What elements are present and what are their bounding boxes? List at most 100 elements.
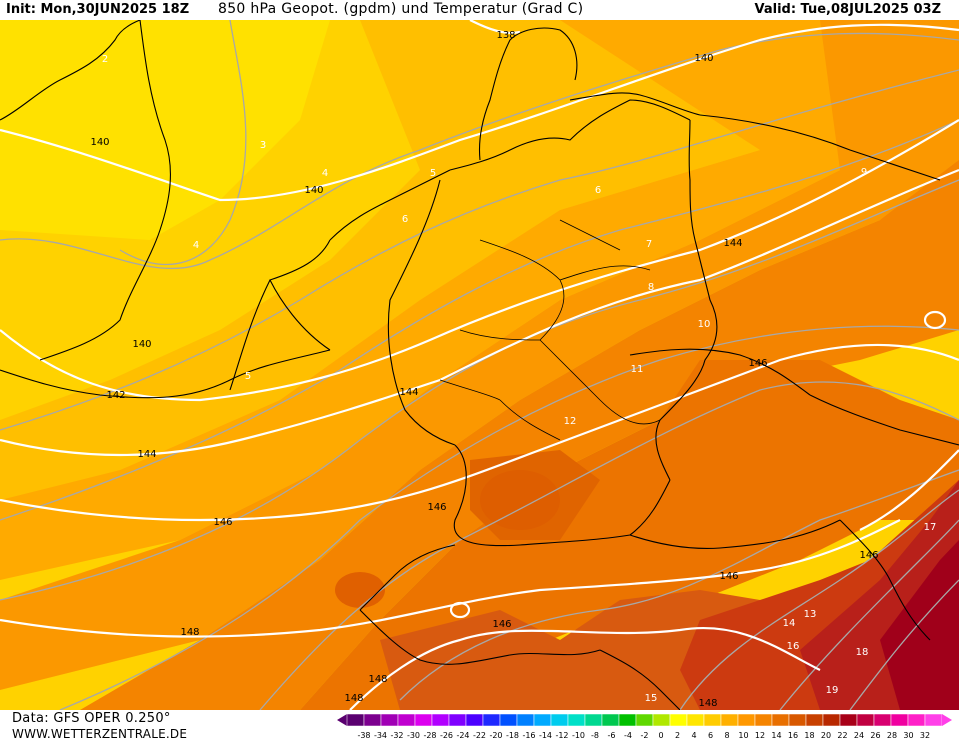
- legend-tick-label: -12: [555, 731, 568, 740]
- legend-tick-label: 4: [691, 731, 696, 740]
- legend-arrow-left: [337, 714, 347, 726]
- legend-swatch: [856, 713, 875, 727]
- geopotential-labels: 138 140 140 140 140 142 144 144 144 146 …: [90, 30, 878, 709]
- border-france-inner: [229, 279, 271, 391]
- geo-label: 146: [859, 550, 878, 561]
- temp-label: 13: [804, 609, 817, 620]
- legend-swatch: [482, 713, 501, 727]
- legend-swatch: [414, 713, 433, 727]
- temp-label: 9: [861, 167, 867, 178]
- legend-tick-label: 20: [821, 731, 831, 740]
- legend-swatch: [788, 713, 807, 727]
- legend-swatch: [380, 713, 399, 727]
- legend-tick-label: 10: [738, 731, 748, 740]
- legend-tick-label: -22: [473, 731, 486, 740]
- geo-label: 146: [748, 358, 767, 369]
- legend-swatch: [720, 713, 739, 727]
- border-germany-west: [387, 179, 456, 446]
- legend-swatch: [635, 713, 654, 727]
- legend-swatch: [839, 713, 858, 727]
- legend-swatch: [346, 713, 365, 727]
- geo-label: 148: [344, 693, 363, 704]
- state-borders: [439, 219, 661, 441]
- geo-label: 146: [213, 517, 232, 528]
- data-source: Data: GFS OPER 0.250°: [12, 711, 171, 726]
- legend-swatches: [337, 713, 952, 727]
- legend-swatch: [533, 713, 552, 727]
- chart-footer: Data: GFS OPER 0.250° WWW.WETTERZENTRALE…: [0, 710, 959, 741]
- legend-swatch: [737, 713, 756, 727]
- temp-band-yellow: [0, 20, 330, 240]
- chart-header: Init: Mon,30JUN2025 18Z 850 hPa Geopot. …: [0, 0, 959, 20]
- geo-label: 146: [719, 571, 738, 582]
- border-austria: [629, 519, 841, 549]
- isotherm-lines: [0, 20, 959, 710]
- legend-swatch: [516, 713, 535, 727]
- geo-label: 144: [137, 449, 156, 460]
- legend-swatch: [448, 713, 467, 727]
- legend-swatch: [465, 713, 484, 727]
- temp-label: 6: [595, 185, 601, 196]
- legend-tick-label: -10: [572, 731, 585, 740]
- temp-label: 11: [631, 364, 644, 375]
- legend-tick-label: -24: [456, 731, 469, 740]
- geo-label: 148: [368, 674, 387, 685]
- legend-tick-label: 24: [854, 731, 864, 740]
- contour-138: [469, 20, 521, 34]
- legend-swatch: [550, 713, 569, 727]
- geo-label: 144: [399, 387, 418, 398]
- color-legend: -38 -34 -32 -30 -28 -26 -24 -22 -20 -18 -16 -14 -12-…: [337, 713, 952, 740]
- border-alps: [359, 609, 601, 665]
- temp-band-5: [0, 20, 959, 500]
- contour-144: [0, 168, 959, 457]
- legend-tick-label: 28: [887, 731, 897, 740]
- legend-tick-label: -26: [440, 731, 453, 740]
- legend-swatch: [873, 713, 892, 727]
- website-url: WWW.WETTERZENTRALE.DE: [12, 727, 188, 741]
- legend-tick-label: -20: [489, 731, 502, 740]
- temp-label: 19: [826, 685, 839, 696]
- weather-map: 138 140 140 140 140 142 144 144 144 146 …: [0, 20, 959, 710]
- geo-label: 146: [427, 502, 446, 513]
- legend-swatch: [618, 713, 637, 727]
- legend-tick-label: -14: [539, 731, 552, 740]
- legend-swatch: [924, 713, 943, 727]
- border-poland: [699, 114, 941, 181]
- legend-tick-label: -32: [390, 731, 403, 740]
- contour-142: [0, 119, 959, 402]
- contour-140: [0, 23, 959, 202]
- temp-label: 16: [787, 641, 800, 652]
- border-germany-south: [453, 444, 671, 547]
- border-italy: [599, 649, 681, 710]
- border-swiss: [359, 544, 456, 611]
- contour-146b: [859, 449, 959, 531]
- legend-swatch: [652, 713, 671, 727]
- legend-tick-label: 0: [658, 731, 663, 740]
- legend-ticks: -38 -34 -32 -30 -28 -26 -24 -22 -20 -18 -16 -14 -12-…: [357, 731, 930, 740]
- legend-tick-label: -6: [608, 731, 616, 740]
- geo-label: 140: [132, 339, 151, 350]
- legend-tick-label: 30: [903, 731, 913, 740]
- temp-label: 8: [648, 282, 654, 293]
- temp-label: 15: [645, 693, 658, 704]
- legend-tick-label: -34: [374, 731, 387, 740]
- geo-label: 144: [723, 238, 742, 249]
- legend-tick-label: -16: [522, 731, 535, 740]
- legend-tick-label: -18: [506, 731, 519, 740]
- contour-cell: [923, 310, 947, 330]
- coast-baltic: [569, 92, 701, 116]
- legend-swatch: [584, 713, 603, 727]
- temp-label: 12: [564, 416, 577, 427]
- legend-swatch: [669, 713, 688, 727]
- temp-label: 2: [102, 54, 108, 65]
- contour-cell-south: [449, 601, 471, 619]
- temp-label: 5: [245, 371, 251, 382]
- legend-tick-label: 6: [708, 731, 713, 740]
- legend-tick-label: 32: [920, 731, 930, 740]
- legend-tick-label: -2: [641, 731, 649, 740]
- legend-swatch: [363, 713, 382, 727]
- border-hungary: [839, 519, 931, 641]
- temp-label: 7: [646, 239, 652, 250]
- legend-tick-label: 2: [675, 731, 680, 740]
